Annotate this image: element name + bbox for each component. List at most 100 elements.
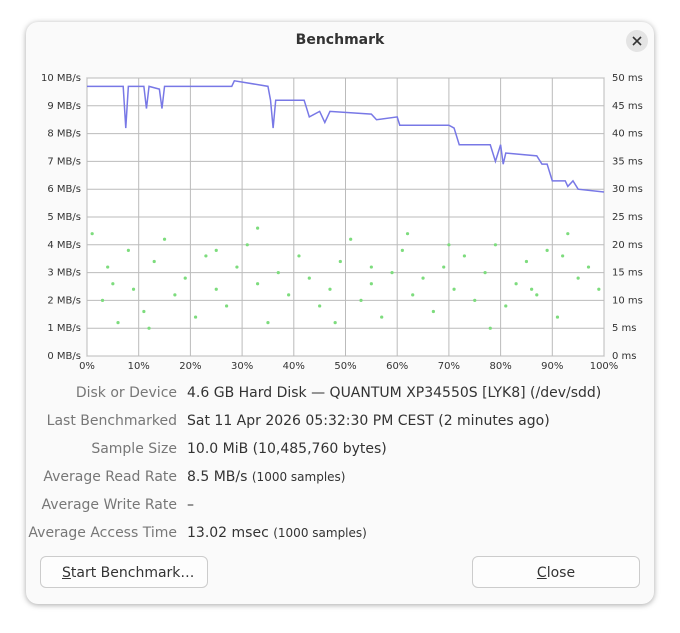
info-value-box: Sat 11 Apr 2026 05:32:30 PM CEST (2 minu… — [187, 413, 550, 429]
access-time-point — [245, 243, 249, 247]
access-time-point — [493, 243, 498, 247]
y-tick-label: 6 MB/s — [47, 184, 81, 195]
access-time-point — [328, 287, 332, 291]
y2-tick-label: 35 ms — [612, 156, 643, 167]
info-value: – — [187, 497, 194, 513]
access-time-point — [276, 271, 280, 275]
access-time-point — [411, 293, 415, 297]
access-time-point — [586, 265, 591, 269]
access-time-point — [380, 315, 384, 319]
y2-tick-label: 10 ms — [612, 295, 643, 306]
access-time-point — [297, 254, 301, 258]
access-time-point — [224, 304, 229, 308]
access-time-point — [369, 265, 373, 269]
y2-tick-label: 0 ms — [612, 351, 637, 362]
info-value: 4.6 GB Hard Disk — QUANTUM XP34550S [LYK… — [187, 385, 602, 401]
y-tick-label: 4 MB/s — [47, 240, 81, 251]
close-button[interactable]: Close — [472, 556, 640, 588]
access-time-point — [214, 248, 218, 252]
y-tick-label: 5 MB/s — [47, 212, 81, 223]
close-icon[interactable] — [626, 30, 648, 52]
access-time-point — [152, 259, 156, 264]
access-time-point — [442, 265, 446, 269]
x-tick-label: 50% — [334, 361, 356, 372]
y2-tick-label: 45 ms — [612, 101, 643, 112]
access-time-point — [307, 276, 311, 280]
y-tick-label: 2 MB/s — [47, 295, 81, 306]
access-time-point — [318, 304, 322, 308]
access-time-point — [447, 243, 451, 247]
access-time-point — [462, 254, 467, 258]
access-time-point — [173, 293, 177, 297]
access-time-point — [545, 248, 549, 252]
x-tick-label: 30% — [231, 361, 253, 372]
info-row: Average Read Rate 8.5 MB/s (1000 samples) — [0, 469, 680, 489]
access-time-point — [488, 326, 492, 330]
info-row: Average Write Rate – — [0, 497, 680, 517]
access-time-point — [576, 276, 580, 280]
access-time-point — [514, 282, 518, 286]
info-value: 13.02 msec — [187, 525, 269, 541]
info-value-box: 8.5 MB/s (1000 samples) — [187, 469, 345, 485]
info-value-box: – — [187, 497, 194, 513]
y-tick-label: 3 MB/s — [47, 268, 81, 279]
access-time-point — [106, 265, 110, 269]
info-note: (1000 samples) — [251, 470, 346, 484]
access-time-point — [90, 232, 94, 236]
x-tick-label: 10% — [128, 361, 150, 372]
access-time-point — [421, 276, 425, 280]
x-tick-label: 60% — [386, 361, 408, 372]
access-time-point — [535, 293, 539, 297]
access-time-point — [473, 298, 477, 302]
y2-tick-label: 5 ms — [612, 323, 637, 334]
y-tick-label: 10 MB/s — [41, 73, 81, 84]
access-time-point — [390, 271, 394, 275]
info-value: Sat 11 Apr 2026 05:32:30 PM CEST (2 minu… — [187, 413, 550, 429]
read-rate-line — [87, 79, 605, 193]
info-label: Average Access Time — [28, 525, 177, 541]
access-time-point — [338, 259, 342, 264]
access-time-point — [142, 309, 146, 314]
access-time-point — [100, 298, 105, 302]
info-label: Sample Size — [91, 441, 177, 457]
info-note: (1000 samples) — [273, 526, 367, 540]
y2-tick-label: 15 ms — [612, 268, 643, 279]
y-tick-label: 9 MB/s — [47, 101, 81, 112]
access-time-point — [287, 293, 291, 297]
y2-tick-label: 40 ms — [612, 129, 643, 140]
access-time-point — [431, 309, 435, 314]
info-value-box: 10.0 MiB (10,485,760 bytes) — [187, 441, 387, 457]
access-time-point — [162, 237, 167, 241]
x-tick-label: 40% — [283, 361, 305, 372]
access-time-point — [214, 287, 218, 291]
dialog-title: Benchmark — [295, 32, 385, 48]
access-time-point — [147, 326, 151, 330]
access-time-point — [555, 315, 560, 319]
access-time-point — [116, 321, 120, 325]
info-label: Disk or Device — [75, 385, 177, 401]
access-time-point — [349, 237, 353, 241]
info-value-box: 4.6 GB Hard Disk — QUANTUM XP34550S [LYK… — [187, 385, 601, 401]
y-tick-label: 1 MB/s — [47, 323, 81, 334]
access-time-point — [483, 271, 487, 275]
info-label: Average Read Rate — [43, 469, 177, 485]
info-label: Last Benchmarked — [46, 413, 177, 429]
access-time-point — [131, 287, 136, 291]
access-time-point — [359, 298, 363, 302]
access-time-point — [256, 226, 260, 230]
info-value-box: 13.02 msec (1000 samples) — [187, 525, 367, 541]
access-time-point — [126, 248, 130, 252]
y-tick-label: 8 MB/s — [47, 129, 81, 140]
y-tick-label: 7 MB/s — [47, 156, 81, 167]
start-button[interactable]: Start Benchmark… — [40, 556, 208, 588]
start-label: Start Benchmark… — [62, 565, 195, 581]
x-tick-label: 80% — [489, 361, 511, 372]
access-time-point — [183, 276, 187, 280]
access-time-point — [566, 232, 570, 236]
access-time-point — [204, 254, 208, 258]
access-time-point — [524, 259, 529, 264]
info-row: Last Benchmarked Sat 11 Apr 2026 05:32:30… — [0, 413, 680, 433]
info-label: Average Write Rate — [41, 497, 177, 513]
y2-tick-label: 50 ms — [612, 73, 643, 84]
